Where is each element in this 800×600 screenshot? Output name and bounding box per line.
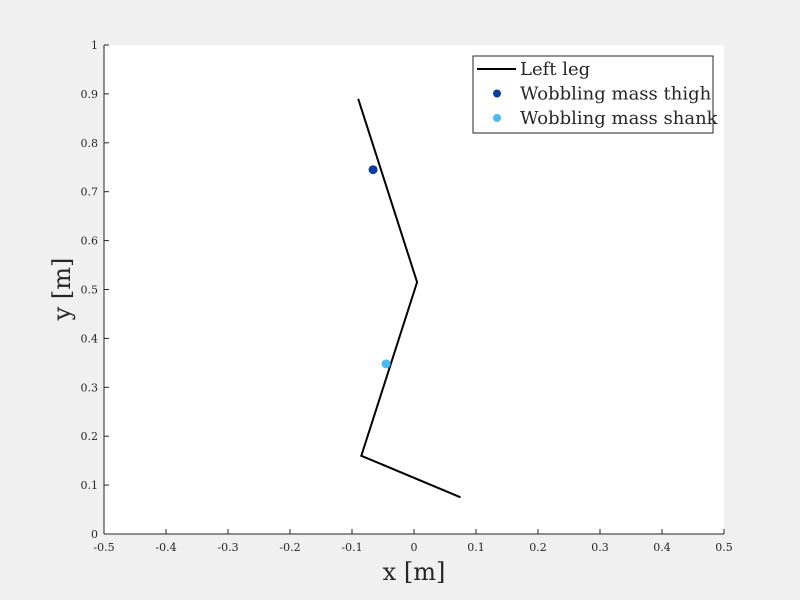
y-tick-label: 0.1: [81, 479, 99, 492]
y-tick-label: 0.8: [81, 137, 99, 150]
legend-entry-label: Wobbling mass shank: [520, 108, 719, 129]
y-tick-label: 0.9: [81, 88, 99, 101]
y-axis-label: y [m]: [48, 258, 76, 322]
series-line-left-leg: [357, 98, 461, 499]
y-tick-label: 0.7: [81, 186, 99, 199]
x-tick-label: 0.2: [529, 541, 547, 554]
x-tick-label: -0.1: [341, 541, 362, 554]
x-tick-label: -0.4: [155, 541, 176, 554]
x-tick-label: -0.3: [217, 541, 238, 554]
x-tick-label: 0.5: [715, 541, 733, 554]
legend-swatch-marker: [493, 89, 501, 98]
x-tick-label: 0.4: [653, 541, 671, 554]
y-tick-label: 0.2: [81, 430, 99, 443]
x-tick-label: 0.1: [467, 541, 485, 554]
legend-entry-label: Wobbling mass thigh: [520, 84, 712, 105]
legend-swatch-marker: [493, 114, 501, 122]
y-tick-label: 0.4: [81, 332, 99, 345]
y-tick-label: 0.3: [81, 381, 99, 394]
y-tick-label: 0.6: [81, 235, 99, 248]
y-tick-label: 1: [91, 39, 98, 52]
x-tick-label: 0.3: [591, 541, 609, 554]
y-tick-label: 0: [91, 528, 98, 541]
x-tick-label: -0.2: [279, 541, 300, 554]
x-tick-label: 0: [411, 541, 418, 554]
data-layer: [357, 98, 461, 499]
x-axis-label: x [m]: [383, 558, 446, 586]
legend-entry-label: Left leg: [520, 59, 590, 80]
axis-ticks: -0.5 -0.4 -0.3 -0.2 -0.1 0 0.1 0.2 0.3 0.4 0.5 0 0.1…: [81, 39, 733, 554]
x-tick-label: -0.5: [93, 541, 114, 554]
scatter-point-2: [381, 359, 391, 369]
legend: Left leg Wobbling mass thigh Wobbling mass…: [472, 55, 719, 134]
y-tick-label: 0.5: [81, 284, 99, 297]
scatter-point-1: [368, 165, 378, 175]
